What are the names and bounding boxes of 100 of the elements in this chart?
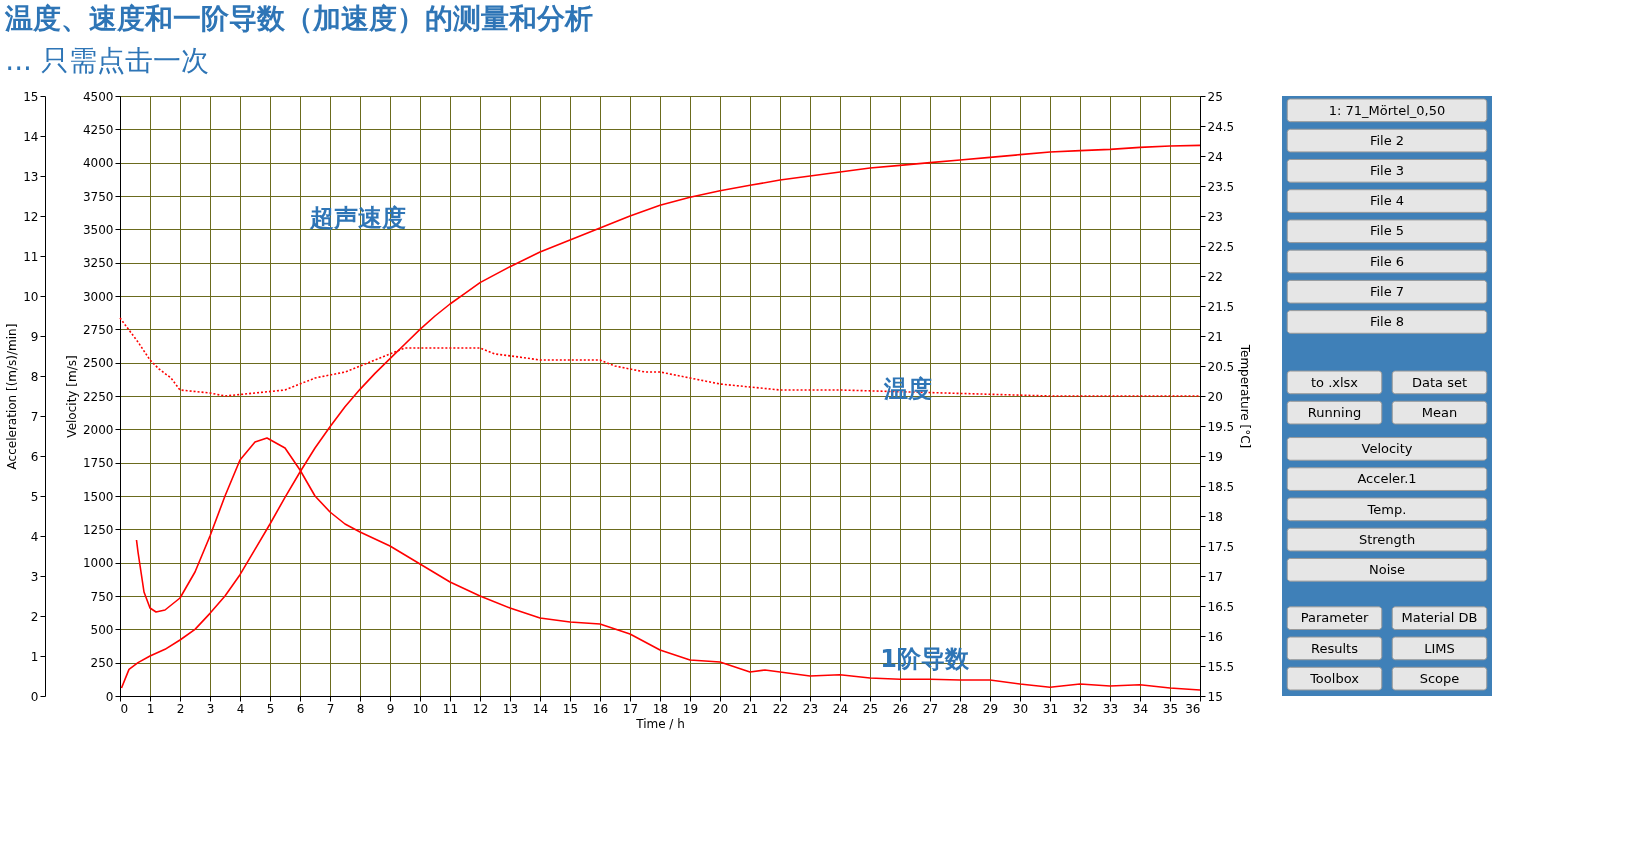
y2-tick-label: 23.5 [1207, 179, 1235, 194]
y-tick-label: 3000 [82, 289, 114, 304]
y3-tick-label: 0 [30, 689, 39, 704]
y-tick-label: 3750 [82, 189, 114, 204]
text: File 5 [1369, 223, 1405, 239]
y-tick-label: 1000 [82, 556, 114, 571]
x-axis-title: Time / h [635, 716, 685, 731]
x-tick-label: 27 [922, 701, 939, 716]
text: Acceler.1 [1357, 471, 1417, 487]
y3-tick-label: 14 [23, 129, 39, 144]
x-tick-label: 0 [120, 701, 129, 716]
x-tick-label: 16 [592, 701, 609, 716]
y-tick-label: 1500 [82, 489, 114, 504]
x-tick-label: 14 [532, 701, 549, 716]
text: Material DB [1401, 610, 1478, 626]
y-tick-label: 1750 [82, 456, 114, 471]
y-tick-label: 1250 [82, 522, 114, 537]
y2-tick-label: 21.5 [1207, 299, 1235, 314]
x-tick-label: 8 [356, 701, 365, 716]
y-tick-label: 4500 [82, 89, 114, 104]
y-tick-label: 2750 [82, 322, 114, 337]
x-tick-label: 17 [622, 701, 639, 716]
text: File 3 [1369, 162, 1405, 178]
y3-tick-label: 12 [23, 209, 39, 224]
x-tick-label: 5 [266, 701, 275, 716]
y3-tick-label: 11 [23, 249, 39, 264]
y3-tick-label: 15 [23, 89, 39, 104]
y-tick-label: 2500 [82, 356, 114, 371]
y2-tick-label: 24 [1207, 149, 1223, 164]
y2-tick-label: 17 [1207, 569, 1223, 584]
text: Parameter [1300, 610, 1369, 626]
text: Strength [1358, 531, 1416, 547]
y3-tick-label: 4 [30, 529, 39, 544]
line-series [120, 144, 1201, 689]
text: to .xlsx [1310, 374, 1359, 390]
text: LIMS [1424, 640, 1455, 656]
x-tick-label: 6 [296, 701, 305, 716]
x-tick-label: 3 [206, 701, 215, 716]
y-tick-label: 2000 [82, 422, 114, 437]
x-tick-label: 10 [412, 701, 429, 716]
y3-tick-label: 13 [23, 169, 39, 184]
x-tick-label: 25 [862, 701, 879, 716]
y-tick-label: 250 [90, 656, 114, 671]
y2-tick-label: 21 [1207, 329, 1223, 344]
x-tick-label: 35 [1162, 701, 1179, 716]
x-tick-label: 21 [742, 701, 759, 716]
x-tick-label: 2 [176, 701, 185, 716]
y-tick-label: 750 [90, 589, 114, 604]
text: Mean [1421, 404, 1458, 420]
x-tick-label: 19 [682, 701, 699, 716]
y3-tick-label: 7 [30, 409, 39, 424]
y3-tick-label: 5 [30, 489, 39, 504]
y3-tick-label: 2 [30, 609, 39, 624]
y3-tick-label: 8 [30, 369, 39, 384]
y2-tick-label: 15 [1207, 689, 1223, 704]
y-tick-label: 2250 [82, 389, 114, 404]
x-tick-label: 4 [236, 701, 245, 716]
y3-tick-label: 6 [30, 449, 39, 464]
text: Noise [1368, 561, 1406, 577]
x-tick-label: 23 [802, 701, 819, 716]
text: Temp. [1366, 501, 1407, 517]
text: File 6 [1369, 253, 1405, 269]
y-tick-label: 3500 [82, 222, 114, 237]
chart-title: 温度、速度和一阶导数（加速度）的测量和分析 [4, 1, 594, 35]
x-tick-label: 12 [472, 701, 489, 716]
text: Scope [1419, 670, 1460, 686]
y2-tick-label: 22.5 [1207, 239, 1235, 254]
text: Results [1311, 640, 1359, 656]
text: Toolbox [1309, 670, 1360, 686]
x-tick-label: 9 [386, 701, 395, 716]
x-tick-label: 36 [1185, 701, 1201, 716]
x-tick-label: 32 [1072, 701, 1089, 716]
y3-tick-label: 9 [30, 329, 39, 344]
x-tick-label: 1 [146, 701, 155, 716]
y2-tick-label: 20.5 [1207, 359, 1235, 374]
y2-tick-label: 24.5 [1207, 119, 1235, 134]
y3-tick-label: 3 [30, 569, 39, 584]
x-tick-label: 34 [1132, 701, 1149, 716]
y-tick-label: 4250 [82, 122, 114, 137]
x-tick-label: 33 [1102, 701, 1119, 716]
y2-tick-label: 22 [1207, 269, 1223, 284]
y2-tick-label: 18.5 [1207, 479, 1235, 494]
text: File 7 [1369, 283, 1405, 299]
y2-tick-label: 16.5 [1207, 599, 1235, 614]
text: File 4 [1369, 193, 1405, 209]
x-tick-label: 20 [712, 701, 729, 716]
x-tick-label: 24 [832, 701, 849, 716]
y2-tick-label: 23 [1207, 209, 1223, 224]
y2-tick-label: 19.5 [1207, 419, 1235, 434]
y2-tick-label: 19 [1207, 449, 1223, 464]
y-tick-label: 4000 [82, 156, 114, 171]
text: 1: 71_Mörtel_0,50 [1328, 102, 1446, 118]
x-tick-label: 31 [1042, 701, 1059, 716]
x-tick-label: 13 [502, 701, 519, 716]
y-axis-title: Velocity [m/s] [64, 355, 79, 438]
x-tick-label: 18 [652, 701, 669, 716]
y3-tick-label: 10 [23, 289, 39, 304]
text: Data set [1411, 374, 1468, 390]
chart-subtitle: ... 只需点击一次 [5, 43, 209, 77]
x-tick-label: 15 [562, 701, 579, 716]
